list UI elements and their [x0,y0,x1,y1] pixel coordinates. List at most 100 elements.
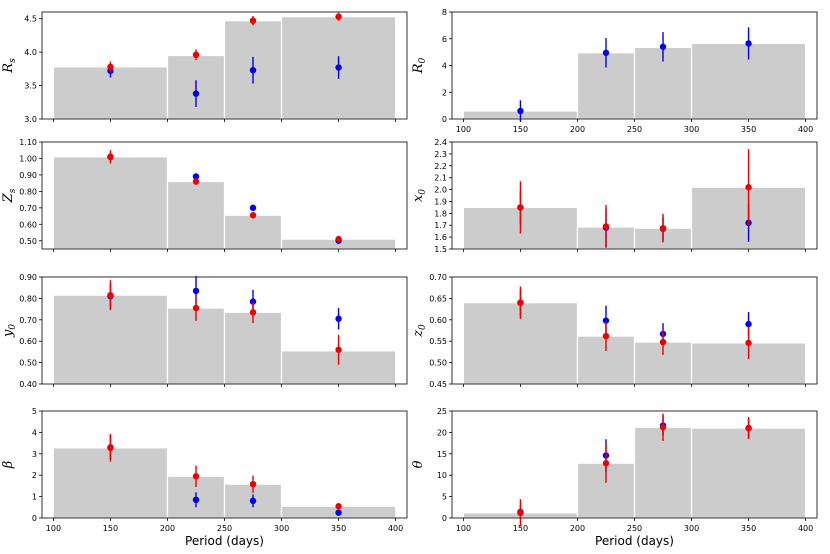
y-tick-label: 1.7 [434,221,447,230]
y-axis-label: y0 [1,324,18,338]
x-tick-label: 150 [513,125,528,134]
blue-point [249,66,257,74]
red-point [107,153,114,161]
blue-point [659,43,667,50]
y-tick-label: 25 [437,407,447,416]
y-tick-label: 0.40 [19,380,37,389]
red-point [335,235,342,243]
y-tick-label: 3.5 [24,82,37,91]
blue-point [602,49,610,56]
y-tick-label: 1.8 [434,209,447,218]
bar-1 [52,156,169,250]
x-tick-label: 400 [798,524,813,533]
x-tick-label: 100 [456,524,471,533]
y-tick-label: 1 [32,493,37,502]
y-axis-label: x0 [411,189,428,202]
y-axis-label: θ [411,460,426,468]
y-tick-label: 4.5 [24,15,37,24]
y-axis-label: Rs [1,58,18,74]
x-tick-label: 250 [627,524,642,533]
red-point [745,424,752,432]
x-tick-label: 400 [798,125,813,134]
subplot-8: 0 5 10 15 20 25 100 150 200 250 300 350 400 Period (d… [411,407,818,548]
y-tick-label: 6 [442,35,447,44]
x-tick-label: 300 [684,125,699,134]
red-point [107,444,114,452]
x-tick-label: 100 [456,125,471,134]
y-tick-label: 4 [32,428,37,437]
red-point [659,424,667,431]
y-tick-label: 0.70 [19,204,37,213]
red-point [249,212,257,219]
y-tick-label: 0 [442,115,447,124]
red-point [602,460,610,467]
y-tick-label: 2.4 [434,138,447,147]
y-tick-label: 0 [32,514,37,523]
y-tick-label: 1.5 [434,245,447,254]
y-tick-label: 0.45 [429,380,447,389]
y-tick-label: 0.50 [19,237,37,246]
x-tick-label: 150 [103,524,118,533]
red-point [517,509,524,517]
y-tick-label: 2 [442,88,447,97]
y-tick-label: 3.0 [24,115,37,124]
red-point [249,309,257,316]
y-axis-label: R0 [411,57,428,74]
y-tick-label: 1.9 [434,197,447,206]
red-point [602,332,610,340]
blue-point [335,509,342,516]
red-point [335,13,342,20]
y-tick-label: 0.70 [19,316,37,325]
red-point [335,503,342,510]
x-tick-label: 200 [570,524,585,533]
y-axis-label: Zs [1,188,18,203]
subplot-5: 0.40 0.50 0.60 0.70 0.80 0.90 y0 [1,273,408,389]
red-point [517,204,524,211]
y-tick-label: 0.80 [19,294,37,303]
x-tick-label: 250 [217,524,232,533]
y-tick-label: 4 [442,62,447,71]
y-tick-label: 10 [437,471,447,480]
x-tick-label: 400 [388,524,403,533]
blue-point [335,315,342,322]
x-tick-label: 250 [627,125,642,134]
y-tick-label: 3 [32,450,37,459]
x-tick-label: 350 [741,524,756,533]
red-point [192,304,200,312]
y-tick-label: 2.1 [434,174,447,183]
red-point [659,224,667,232]
y-tick-label: 1.00 [19,154,37,163]
y-tick-label: 0.50 [429,359,447,368]
blue-point [745,320,752,328]
x-axis-label: Period (days) [595,534,674,548]
y-tick-label: 0.90 [19,273,37,282]
red-point [107,63,114,71]
y-tick-label: 1.6 [434,233,447,242]
y-tick-label: 0.55 [429,337,447,346]
y-tick-label: 2 [32,471,37,480]
x-tick-label: 200 [570,125,585,134]
y-axis-label: β [1,461,16,470]
red-point [249,480,257,488]
x-tick-label: 100 [46,524,61,533]
x-tick-label: 300 [684,524,699,533]
blue-point [192,173,200,180]
red-point [192,51,200,58]
y-tick-label: 2.0 [434,186,447,195]
y-tick-label: 20 [437,428,447,437]
y-tick-label: 2.3 [434,150,447,159]
blue-point [517,107,524,115]
y-tick-label: 0.60 [19,220,37,229]
y-tick-label: 0.90 [19,171,37,180]
subplot-7: 0 1 2 3 4 5 100 150 200 250 300 350 400 Period (days)… [1,407,408,548]
y-tick-label: 0.65 [429,294,447,303]
red-point [745,339,752,347]
x-axis-label: Period (days) [185,534,264,548]
blue-point [745,40,752,47]
x-tick-label: 350 [331,524,346,533]
blue-point [602,317,610,324]
blue-point [192,287,200,295]
bar-3 [223,311,283,385]
y-tick-label: 5 [32,407,37,416]
